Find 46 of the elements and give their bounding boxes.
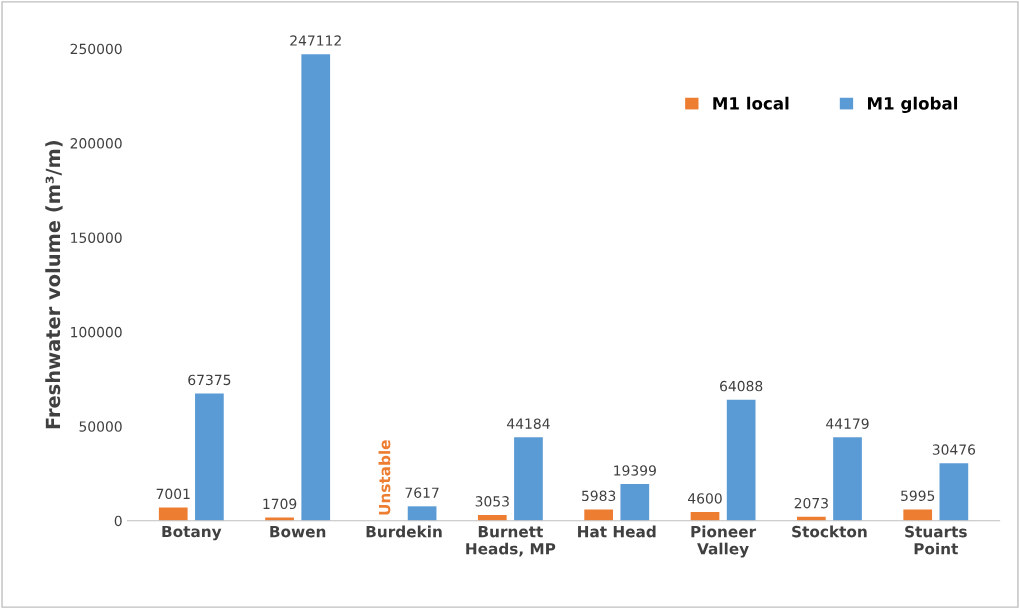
x-tick-label: Burdekin [366,525,442,538]
bar [195,393,224,521]
legend-label: M1 global [868,96,958,114]
x-tick-label: Pioneer Valley [691,525,757,558]
x-tick-label: Stockton [792,525,867,538]
bar [620,484,650,521]
data-label: 2073 [794,497,828,509]
y-tick-label: 200000 [70,138,122,149]
x-tick-label: Botany [162,525,222,541]
data-label: 247112 [290,35,341,46]
data-label: 44184 [507,418,550,429]
y-axis-title: Freshwater volume (m³/m) [45,140,63,429]
bar [903,509,933,521]
bar [158,507,188,521]
bar [407,506,437,521]
data-label: 4600 [688,493,722,504]
data-label: 3053 [475,496,509,507]
y-tick-label: 150000 [71,232,122,243]
bar [726,399,756,521]
bar [514,437,543,521]
bar [301,54,331,521]
x-tick-label: Hat Head [578,525,656,538]
y-tick-label: 50000 [79,421,122,432]
data-label: 44179 [826,418,869,429]
bar [584,509,613,521]
bar [265,517,294,521]
data-label: 7001 [156,488,190,500]
data-label: 5983 [582,490,616,502]
data-label: 30476 [932,444,976,455]
data-label: 1709 [263,498,297,510]
x-tick-label: Stuarts Point [905,525,967,555]
text: Unstable [378,440,391,515]
legend-label: M1 local [713,96,789,110]
bar [939,463,969,521]
data-label: 64088 [720,380,763,392]
y-tick-label: 100000 [71,326,122,338]
bar [690,512,720,521]
y-tick-label: 250000 [70,43,122,55]
data-label: 5995 [901,490,935,502]
x-tick-label: Bowen [270,526,326,538]
data-label: 67375 [188,374,231,386]
x-tick-label: Burnett Heads, MP [466,526,556,557]
y-tick-label: 0 [114,515,122,527]
data-label: 19399 [614,465,656,476]
bar [833,437,862,521]
data-label: 7617 [405,487,439,498]
